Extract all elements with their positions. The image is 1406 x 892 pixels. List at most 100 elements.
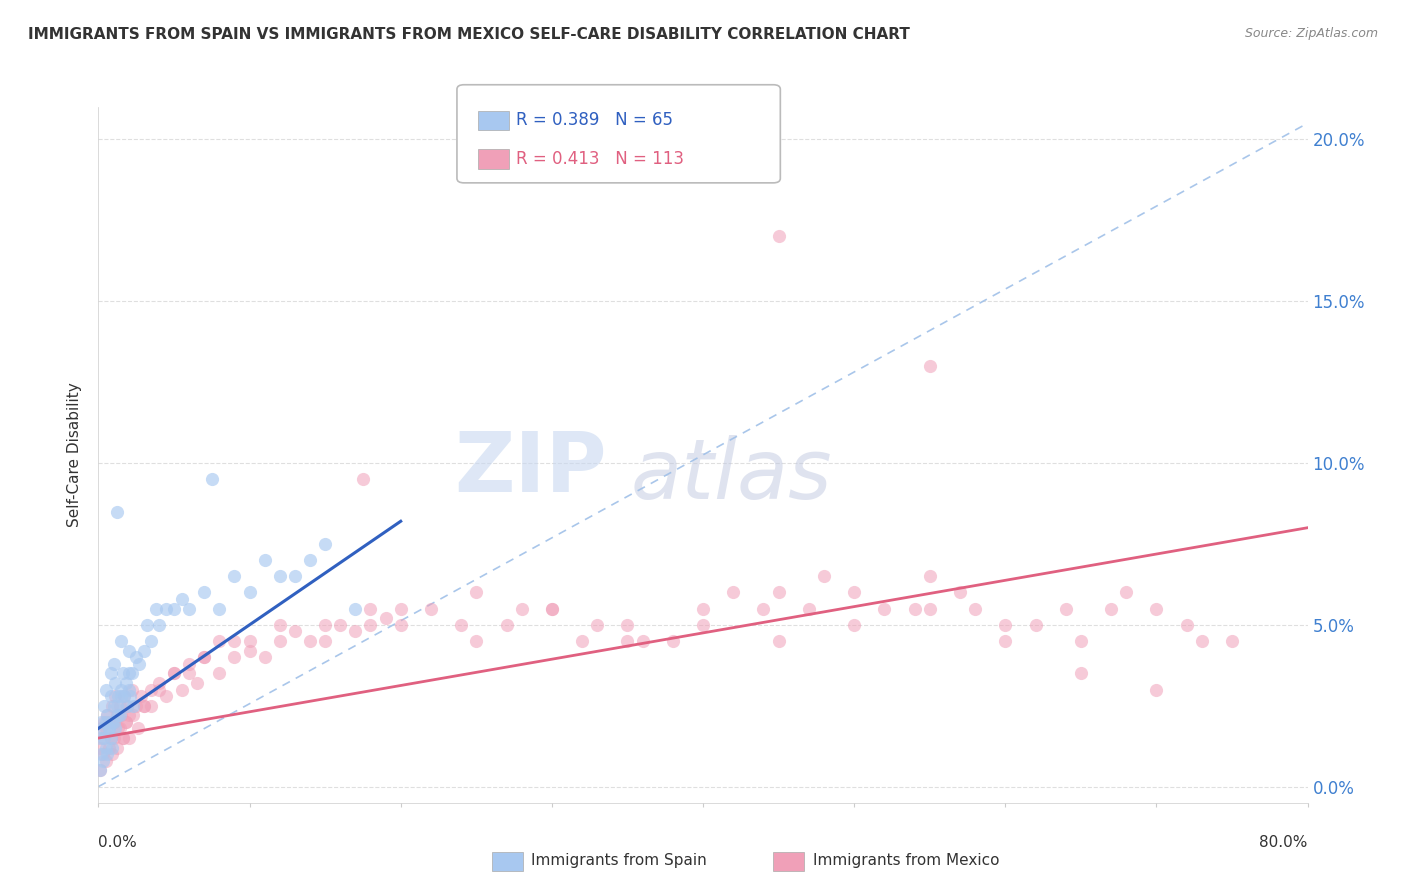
Point: [239, 643, 262, 657]
Point: [100, 731, 122, 745]
Point: [118, 666, 141, 681]
Point: [90, 714, 112, 729]
Text: Source: ZipAtlas.com: Source: ZipAtlas.com: [1244, 27, 1378, 40]
Point: [104, 676, 127, 690]
Point: [111, 731, 134, 745]
Point: [101, 714, 124, 729]
Point: [122, 708, 145, 723]
Point: [141, 698, 163, 713]
Point: [1054, 601, 1077, 615]
Point: [163, 666, 186, 681]
Point: [125, 650, 148, 665]
Point: [586, 617, 609, 632]
Point: [118, 682, 141, 697]
Point: [314, 537, 336, 551]
Point: [155, 689, 177, 703]
Point: [186, 676, 208, 690]
Point: [108, 722, 131, 736]
Point: [114, 714, 136, 729]
Point: [89, 764, 111, 778]
Point: [360, 617, 382, 632]
Point: [631, 634, 654, 648]
Point: [94, 740, 117, 755]
Point: [201, 472, 224, 486]
Point: [1191, 634, 1213, 648]
Point: [1070, 666, 1092, 681]
Point: [98, 722, 121, 736]
Point: [91, 747, 114, 762]
Point: [121, 682, 143, 697]
Point: [1070, 634, 1092, 648]
Point: [110, 682, 132, 697]
Point: [170, 591, 193, 606]
Point: [768, 229, 790, 244]
Point: [100, 689, 122, 703]
Point: [170, 682, 193, 697]
Point: [148, 682, 170, 697]
Point: [100, 666, 122, 681]
Point: [269, 617, 291, 632]
Point: [1099, 601, 1122, 615]
Point: [122, 698, 145, 713]
Point: [135, 617, 157, 632]
Point: [100, 731, 122, 745]
Point: [107, 708, 129, 723]
Point: [224, 634, 246, 648]
Point: [105, 740, 128, 755]
Point: [110, 634, 132, 648]
Point: [692, 617, 714, 632]
Point: [94, 682, 117, 697]
Point: [111, 666, 134, 681]
Point: [118, 731, 141, 745]
Point: [873, 601, 896, 615]
Point: [193, 650, 215, 665]
Point: [90, 722, 112, 736]
Point: [89, 740, 111, 755]
Point: [352, 472, 374, 486]
Point: [112, 689, 135, 703]
Point: [103, 657, 125, 671]
Point: [224, 650, 246, 665]
Text: Immigrants from Mexico: Immigrants from Mexico: [813, 854, 1000, 868]
Point: [344, 601, 367, 615]
Point: [918, 359, 941, 373]
Point: [918, 601, 941, 615]
Point: [107, 722, 129, 736]
Point: [132, 643, 155, 657]
Point: [96, 747, 118, 762]
Point: [723, 585, 745, 599]
Point: [163, 601, 186, 615]
Point: [107, 689, 129, 703]
Point: [284, 569, 307, 583]
Point: [1220, 634, 1243, 648]
Point: [105, 708, 128, 723]
Text: ZIP: ZIP: [454, 428, 606, 509]
Point: [844, 617, 866, 632]
Point: [93, 698, 115, 713]
Point: [128, 657, 150, 671]
Point: [1146, 682, 1168, 697]
Point: [450, 617, 472, 632]
Point: [1024, 617, 1046, 632]
Point: [132, 698, 155, 713]
Point: [269, 569, 291, 583]
Point: [96, 708, 118, 723]
Point: [103, 698, 125, 713]
Point: [465, 634, 488, 648]
Point: [98, 714, 121, 729]
Point: [91, 754, 114, 768]
Point: [193, 585, 215, 599]
Point: [94, 714, 117, 729]
Point: [360, 601, 382, 615]
Point: [103, 714, 125, 729]
Point: [495, 617, 517, 632]
Point: [91, 731, 114, 745]
Point: [163, 666, 186, 681]
Point: [101, 740, 124, 755]
Point: [541, 601, 564, 615]
Point: [918, 569, 941, 583]
Point: [813, 569, 835, 583]
Point: [752, 601, 775, 615]
Point: [768, 634, 790, 648]
Point: [155, 601, 177, 615]
